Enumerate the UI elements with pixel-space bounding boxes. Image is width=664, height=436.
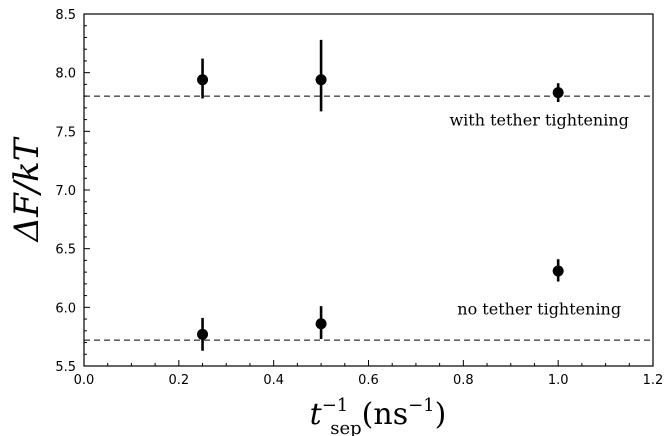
data-point (315, 318, 327, 330)
data-point (197, 74, 209, 86)
data-point (315, 74, 327, 86)
x-tick-label: 0.6 (358, 373, 379, 388)
x-tick-label: 0.8 (453, 373, 474, 388)
x-tick-label: 0.2 (168, 373, 189, 388)
y-axis-ticks: 5.5 6.0 6.5 7.0 7.5 8.0 8.5 (55, 8, 90, 375)
annotation-with-tether: with tether tightening (449, 110, 628, 129)
x-axis-ticks: 0.0 0.2 0.4 0.6 0.8 1.0 1.2 (74, 360, 664, 388)
x-tick-label: 0.4 (263, 373, 284, 388)
x-tick-label: 0.0 (74, 373, 95, 388)
y-tick-label: 5.5 (55, 360, 76, 375)
data-point (197, 328, 209, 340)
data-points (197, 74, 564, 340)
y-tick-label: 8.5 (55, 8, 76, 23)
data-point (552, 87, 564, 99)
y-axis-label: ΔF/kT (7, 136, 47, 243)
y-tick-label: 7.5 (55, 125, 76, 140)
y-tick-label: 6.5 (55, 243, 76, 258)
annotation-no-tether: no tether tightening (457, 299, 621, 318)
x-axis-label: t−1 sep(ns−1) (310, 395, 447, 436)
annotations: with tether tightening no tether tighten… (449, 110, 628, 318)
data-point (552, 265, 564, 277)
y-tick-label: 8.0 (55, 67, 76, 82)
y-tick-label: 6.0 (55, 301, 76, 316)
x-tick-label: 1.2 (643, 373, 664, 388)
x-tick-label: 1.0 (548, 373, 569, 388)
y-tick-label: 7.0 (55, 184, 76, 199)
